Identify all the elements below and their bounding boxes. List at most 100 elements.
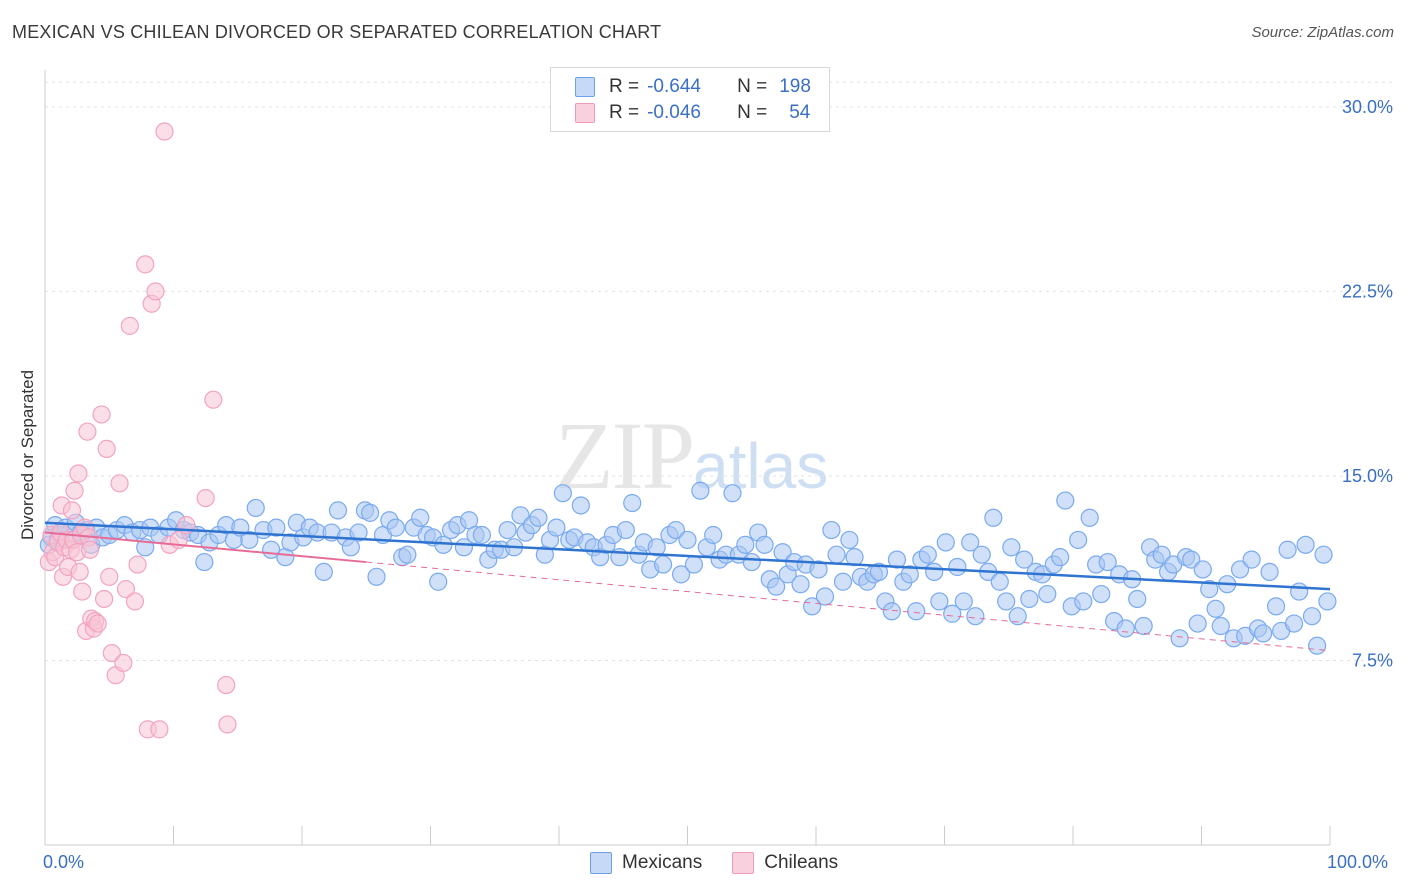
mexicans-point xyxy=(954,592,973,611)
chileans-point xyxy=(110,474,129,493)
series-legend-chileans[interactable]: Chileans xyxy=(732,852,838,874)
mexicans-point xyxy=(742,552,761,572)
mexicans-point xyxy=(367,567,386,586)
mexicans-point xyxy=(666,520,686,540)
mexicans-point xyxy=(1188,614,1207,633)
mexicans-point xyxy=(1260,562,1279,582)
chileans-point xyxy=(80,540,100,559)
mexicans-point xyxy=(1206,599,1225,618)
mexicans-point xyxy=(925,562,944,582)
mexicans-point xyxy=(869,562,889,582)
y-axis-label: Divorced or Separated xyxy=(18,369,37,541)
chileans-point xyxy=(78,422,97,441)
series-legend: Mexicans Chileans xyxy=(590,852,868,874)
mexicans-point xyxy=(684,555,704,574)
watermark-atlas: atlas xyxy=(693,430,829,502)
chileans-point xyxy=(128,555,147,574)
legend-row-chileans: R = -0.046 N = 54 xyxy=(575,101,810,125)
chileans-point xyxy=(217,675,236,695)
mexicans-point xyxy=(1284,614,1304,633)
mexicans-point xyxy=(1182,550,1201,569)
mexicans-point xyxy=(472,525,491,545)
mexicans-point xyxy=(936,533,955,552)
mexicans-point xyxy=(1314,545,1333,564)
chileans-point xyxy=(125,592,145,611)
mexicans-point xyxy=(1200,580,1219,599)
mexicans-point xyxy=(1266,597,1286,616)
mexicans-point xyxy=(972,545,991,564)
chileans-point xyxy=(100,567,119,586)
mexicans-point xyxy=(653,555,673,574)
chart-title: MEXICAN VS CHILEAN DIVORCED OR SEPARATED… xyxy=(12,22,662,42)
correlation-legend: R = -0.644 N = 198 R = -0.046 N = 54 xyxy=(550,67,830,132)
mexicans-point xyxy=(1278,540,1297,559)
mexicans-point xyxy=(997,592,1016,611)
mexicans-point xyxy=(1092,584,1111,604)
chileans-point xyxy=(102,643,121,663)
legend-r-value: -0.046 xyxy=(647,102,701,123)
mexicans-point xyxy=(1069,530,1088,550)
mexicans-point xyxy=(411,508,430,527)
mexicans-point xyxy=(990,572,1009,591)
mexicans-point xyxy=(1080,508,1099,527)
mexicans-point xyxy=(1008,607,1027,626)
chileans-point xyxy=(116,580,136,599)
mexicans-point xyxy=(822,520,841,540)
chileans-trend-extension xyxy=(366,561,1331,652)
mexicans-point xyxy=(529,508,548,527)
mexicans-point xyxy=(961,533,980,552)
chileans-point xyxy=(62,501,82,520)
mexicans-point xyxy=(1098,552,1117,572)
legend-r-label: R = xyxy=(609,76,640,97)
mexicans-point xyxy=(349,523,368,542)
legend-r-value: -0.644 xyxy=(647,76,701,97)
mexicans-point xyxy=(1296,535,1315,554)
legend-swatch-mexicans xyxy=(575,77,595,97)
legend-n-label: N = xyxy=(737,102,768,123)
series-legend-mexicans[interactable]: Mexicans xyxy=(590,852,702,874)
mexicans-point xyxy=(943,604,962,623)
mexicans-point xyxy=(1318,592,1337,611)
chileans-point xyxy=(92,405,111,424)
y-tick-label: 30.0% xyxy=(1342,97,1393,117)
series-label-mexicans: Mexicans xyxy=(622,852,703,873)
mexicans-point xyxy=(827,545,846,564)
mexicans-point xyxy=(398,545,417,564)
mexicans-point xyxy=(900,565,919,584)
series-swatch-chileans xyxy=(732,852,755,874)
mexicans-point xyxy=(623,493,642,513)
legend-row-mexicans: R = -0.644 N = 198 xyxy=(575,75,811,99)
mexicans-point xyxy=(1128,589,1147,609)
mexicans-point xyxy=(1038,584,1057,604)
watermark: ZIPatlas xyxy=(555,400,828,511)
chileans-point xyxy=(69,464,88,483)
legend-r-label: R = xyxy=(609,102,640,123)
legend-n-label: N = xyxy=(737,76,768,97)
mexicans-point xyxy=(840,530,859,550)
mexicans-point xyxy=(671,565,691,584)
mexicans-point xyxy=(1193,560,1212,579)
watermark-zip: ZIP xyxy=(555,402,695,509)
mexicans-point xyxy=(240,530,259,550)
mexicans-point xyxy=(1290,582,1309,601)
y-tick-label: 15.0% xyxy=(1342,466,1393,486)
mexicans-point xyxy=(1170,629,1189,648)
mexicans-point xyxy=(882,602,901,621)
mexicans-point xyxy=(767,577,786,596)
mexicans-point xyxy=(809,560,828,579)
mexicans-point xyxy=(498,520,517,540)
mexicans-point xyxy=(1254,624,1273,643)
y-tick-label: 22.5% xyxy=(1342,281,1393,301)
series-label-chileans: Chileans xyxy=(764,852,839,873)
mexicans-point xyxy=(511,506,530,525)
mexicans-point xyxy=(704,525,723,545)
legend-n-value: 198 xyxy=(779,76,811,97)
mexicans-trend-line xyxy=(44,521,1331,591)
chileans-point xyxy=(136,255,155,274)
mexicans-point xyxy=(966,607,985,626)
mexicans-point xyxy=(887,550,907,569)
mexicans-point xyxy=(803,597,822,616)
mexicans-point xyxy=(1015,550,1034,569)
legend-swatch-chileans xyxy=(575,103,595,123)
chileans-point xyxy=(70,562,89,582)
